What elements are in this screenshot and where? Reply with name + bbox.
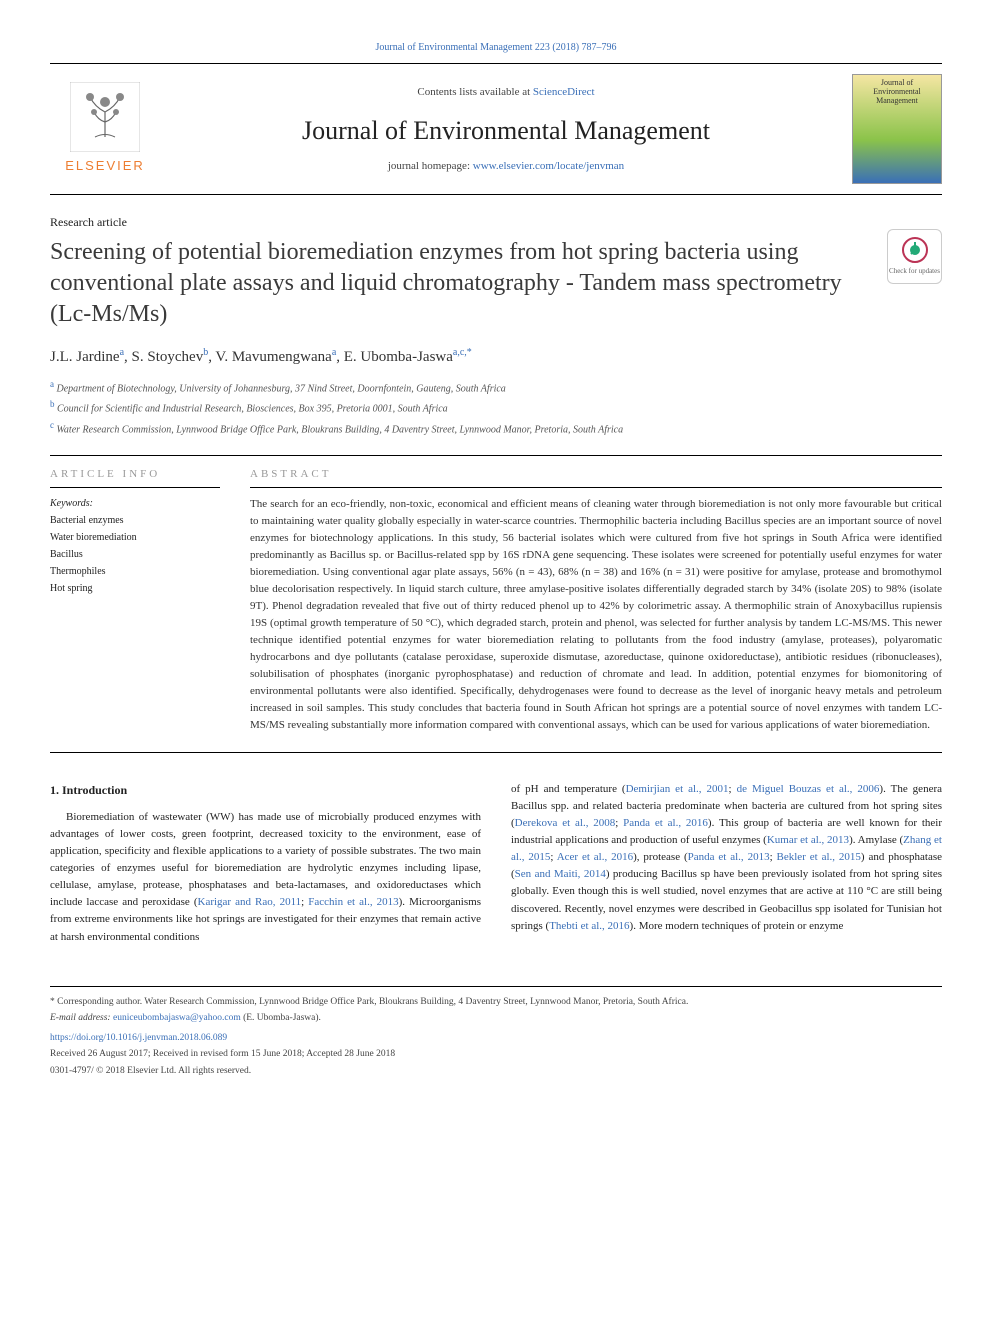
divider xyxy=(50,455,942,456)
email-line: E-mail address: euniceubombajaswa@yahoo.… xyxy=(50,1011,942,1025)
ref-link[interactable]: Demirjian et al., 2001 xyxy=(626,783,729,795)
ref-link[interactable]: Sen and Maiti, 2014 xyxy=(515,868,606,880)
ref-link[interactable]: Karigar and Rao, 2011 xyxy=(198,896,302,908)
check-updates-icon xyxy=(901,236,929,264)
keyword: Hot spring xyxy=(50,581,220,597)
homepage-link[interactable]: www.elsevier.com/locate/jenvman xyxy=(473,160,624,172)
doi-link[interactable]: https://doi.org/10.1016/j.jenvman.2018.0… xyxy=(50,1031,942,1045)
abstract-col: ABSTRACT The search for an eco-friendly,… xyxy=(250,466,942,734)
ref-link[interactable]: Panda et al., 2013 xyxy=(688,851,770,863)
email-link[interactable]: euniceubombajaswa@yahoo.com xyxy=(113,1013,241,1023)
journal-name: Journal of Environmental Management xyxy=(160,111,852,150)
p2-s3: ; xyxy=(615,817,623,829)
intro-paragraph-1: Bioremediation of wastewater (WW) has ma… xyxy=(50,809,481,945)
email-label: E-mail address: xyxy=(50,1013,113,1023)
affiliation: c Water Research Commission, Lynnwood Br… xyxy=(50,419,942,437)
authors: J.L. Jardinea, S. Stoychevb, V. Mavumeng… xyxy=(50,345,942,369)
email-suffix: (E. Ubomba-Jaswa). xyxy=(241,1013,321,1023)
ref-link[interactable]: Acer et al., 2016 xyxy=(557,851,633,863)
col-left: 1. Introduction Bioremediation of wastew… xyxy=(50,781,481,945)
top-citation: Journal of Environmental Management 223 … xyxy=(50,40,942,55)
affiliations: a Department of Biotechnology, Universit… xyxy=(50,378,942,437)
abstract-heading: ABSTRACT xyxy=(250,466,942,488)
abstract-text: The search for an eco-friendly, non-toxi… xyxy=(250,496,942,735)
article-type: Research article xyxy=(50,213,942,231)
homepage-line: journal homepage: www.elsevier.com/locat… xyxy=(160,158,852,175)
ref-link[interactable]: de Miguel Bouzas et al., 2006 xyxy=(737,783,880,795)
keyword: Bacterial enzymes xyxy=(50,513,220,529)
p2-t: of pH and temperature ( xyxy=(511,783,626,795)
header-center: Contents lists available at ScienceDirec… xyxy=(160,84,852,174)
journal-cover: Journal of Environmental Management xyxy=(852,74,942,184)
sciencedirect-link[interactable]: ScienceDirect xyxy=(533,86,595,98)
body-columns: 1. Introduction Bioremediation of wastew… xyxy=(50,781,942,945)
homepage-prefix: journal homepage: xyxy=(388,160,473,172)
contents-prefix: Contents lists available at xyxy=(417,86,532,98)
p2-s: ; xyxy=(729,783,737,795)
meta-abstract-row: ARTICLE INFO Keywords: Bacterial enzymes… xyxy=(50,466,942,734)
p2-s8: ; xyxy=(770,851,777,863)
article-title: Screening of potential bioremediation en… xyxy=(50,237,942,331)
col-right: of pH and temperature (Demirjian et al.,… xyxy=(511,781,942,945)
keyword: Bacillus xyxy=(50,547,220,563)
corresponding-author: * Corresponding author. Water Research C… xyxy=(50,995,942,1009)
publisher-logo: ELSEVIER xyxy=(50,74,160,184)
copyright-line: 0301-4797/ © 2018 Elsevier Ltd. All righ… xyxy=(50,1064,942,1078)
footer: * Corresponding author. Water Research C… xyxy=(50,986,942,1078)
p2-t7: ), protease ( xyxy=(633,851,688,863)
elsevier-tree-icon xyxy=(70,82,140,152)
keyword: Water bioremediation xyxy=(50,530,220,546)
affiliation: a Department of Biotechnology, Universit… xyxy=(50,378,942,396)
check-updates-badge[interactable]: Check for updates xyxy=(887,229,942,284)
publisher-name: ELSEVIER xyxy=(65,156,145,176)
p2-t5: ). Amylase ( xyxy=(849,834,903,846)
dates-line: Received 26 August 2017; Received in rev… xyxy=(50,1047,942,1061)
journal-header: ELSEVIER Contents lists available at Sci… xyxy=(50,63,942,195)
divider-2 xyxy=(50,752,942,753)
keywords-list: Bacterial enzymesWater bioremediationBac… xyxy=(50,513,220,597)
p2-t11: ). More modern techniques of protein or … xyxy=(630,920,844,932)
cover-title: Journal of Environmental Management xyxy=(857,79,937,105)
article-info-col: ARTICLE INFO Keywords: Bacterial enzymes… xyxy=(50,466,220,734)
p1-text: Bioremediation of wastewater (WW) has ma… xyxy=(50,811,481,908)
ref-link[interactable]: Kumar et al., 2013 xyxy=(767,834,849,846)
check-updates-label: Check for updates xyxy=(889,266,940,277)
ref-link[interactable]: Facchin et al., 2013 xyxy=(308,896,398,908)
keywords-label: Keywords: xyxy=(50,496,220,511)
contents-line: Contents lists available at ScienceDirec… xyxy=(160,84,852,101)
keyword: Thermophiles xyxy=(50,564,220,580)
ref-link[interactable]: Thebti et al., 2016 xyxy=(549,920,629,932)
intro-paragraph-2: of pH and temperature (Demirjian et al.,… xyxy=(511,781,942,934)
ref-link[interactable]: Derekova et al., 2008 xyxy=(515,817,616,829)
intro-heading: 1. Introduction xyxy=(50,781,481,799)
ref-link[interactable]: Bekler et al., 2015 xyxy=(777,851,861,863)
affiliation: b Council for Scientific and Industrial … xyxy=(50,398,942,416)
article-info-heading: ARTICLE INFO xyxy=(50,466,220,488)
ref-link[interactable]: Panda et al., 2016 xyxy=(623,817,708,829)
